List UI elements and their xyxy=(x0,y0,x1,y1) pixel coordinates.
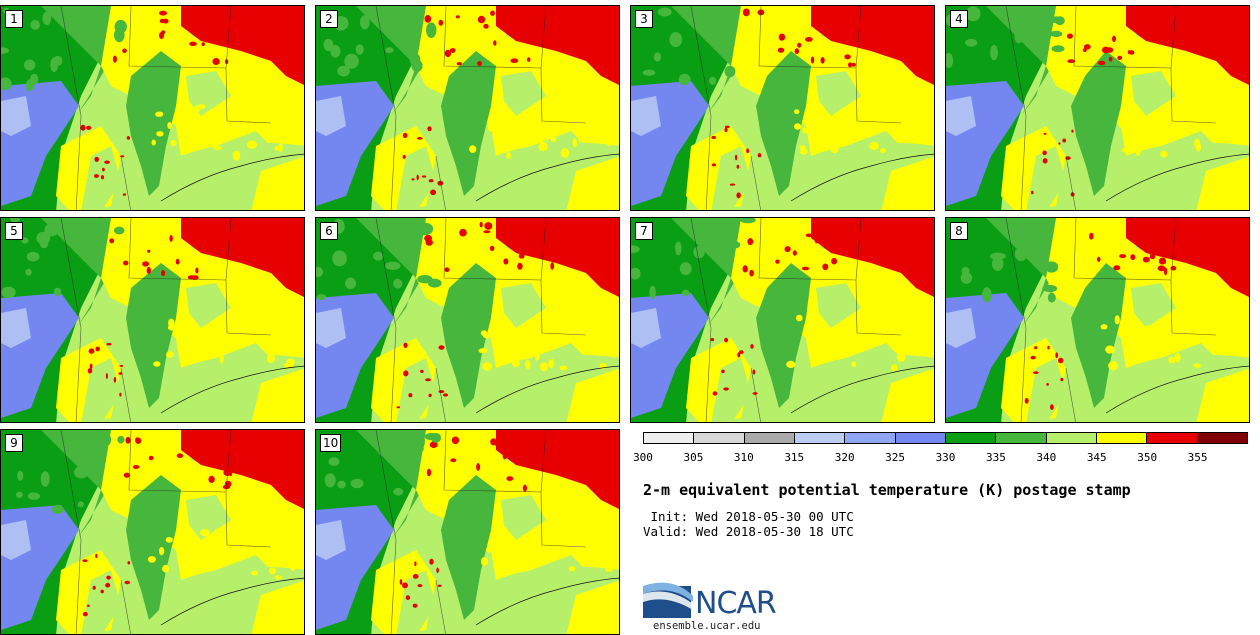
member-panel: 10 xyxy=(315,429,620,635)
colorbar-segment xyxy=(644,433,695,443)
member-number-label: 3 xyxy=(635,10,653,28)
member-number-label: 9 xyxy=(5,434,23,452)
colorbar-segment xyxy=(1147,433,1198,443)
member-panel: 2 xyxy=(315,5,620,211)
colorbar-tick-label: 335 xyxy=(985,451,1006,464)
colorbar-segment xyxy=(945,433,997,443)
member-panel: 9 xyxy=(0,429,305,635)
ncar-logo-icon xyxy=(643,582,693,618)
member-panel: 3 xyxy=(630,5,935,211)
member-number-label: 2 xyxy=(320,10,338,28)
member-number-label: 7 xyxy=(635,222,653,240)
colorbar-tick-label: 310 xyxy=(733,451,754,464)
colorbar-tick-label: 350 xyxy=(1137,451,1158,464)
member-number-label: 6 xyxy=(320,222,338,240)
colorbar-tick-label: 305 xyxy=(683,451,704,464)
init-time: Init: Wed 2018-05-30 00 UTC xyxy=(643,509,854,524)
member-number-label: 4 xyxy=(950,10,968,28)
member-panel: 5 xyxy=(0,217,305,423)
member-number-label: 5 xyxy=(5,222,23,240)
colorbar-ticks: 300 305 310 315 320 325 330 335 340 345 350 355 xyxy=(633,451,1248,465)
logo-text: NCAR xyxy=(695,586,777,621)
member-panel: 8 xyxy=(945,217,1250,423)
colorbar-segment xyxy=(744,433,795,443)
colorbar-tick-label: 315 xyxy=(784,451,805,464)
valid-time: Valid: Wed 2018-05-30 18 UTC xyxy=(643,524,854,539)
colorbar-tick-label: 300 xyxy=(633,451,653,464)
member-panel: 1 xyxy=(0,5,305,211)
colorbar-segment xyxy=(694,433,745,443)
colorbar-tick-label: 345 xyxy=(1086,451,1107,464)
member-panel: 7 xyxy=(630,217,935,423)
colorbar-segment xyxy=(996,433,1047,443)
colorbar-tick-label: 320 xyxy=(834,451,855,464)
colorbar-segment xyxy=(1046,433,1097,443)
colorbar-tick-label: 330 xyxy=(935,451,956,464)
colorbar-segment xyxy=(845,433,896,443)
colorbar-segment xyxy=(1096,433,1148,443)
member-panel: 4 xyxy=(945,5,1250,211)
member-number-label: 10 xyxy=(320,434,342,452)
colorbar-segment xyxy=(794,433,846,443)
member-number-label: 8 xyxy=(950,222,968,240)
logo-url[interactable]: ensemble.ucar.edu xyxy=(653,620,761,632)
colorbar-tick-label: 325 xyxy=(885,451,906,464)
member-number-label: 1 xyxy=(5,10,23,28)
colorbar-segment xyxy=(1197,433,1247,443)
colorbar-tick-label: 340 xyxy=(1036,451,1057,464)
colorbar-segment xyxy=(895,433,946,443)
figure-title: 2-m equivalent potential temperature (K)… xyxy=(643,481,1131,499)
colorbar-tick-label: 355 xyxy=(1187,451,1208,464)
colorbar xyxy=(643,432,1248,444)
member-panel: 6 xyxy=(315,217,620,423)
